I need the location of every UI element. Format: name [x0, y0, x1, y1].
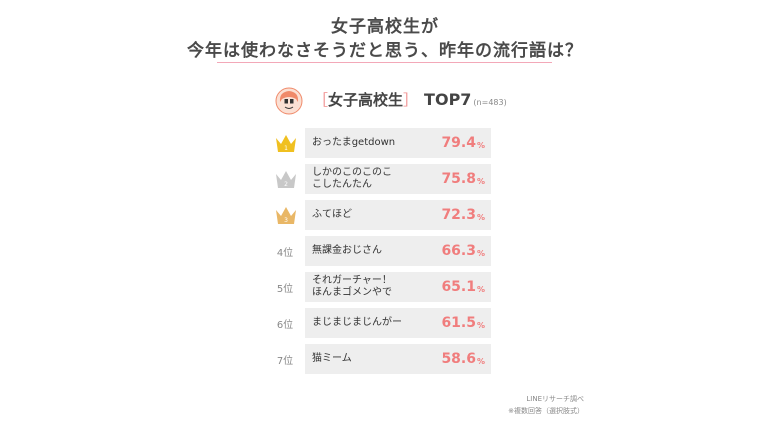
table-row: ふてほど 72.3% — [305, 200, 491, 230]
answer-note: ※複数回答（選択肢式） — [508, 407, 584, 415]
item-label-line: 無課金おじさん — [312, 245, 382, 256]
table-row: 猫ミーム 58.6% — [305, 344, 491, 374]
item-label-line: しかのこのこのこ — [312, 167, 392, 178]
item-label: しかのこのこのこ こしたんたん — [312, 164, 442, 194]
table-row: それガーチャー！ ほんまゴメンやで 65.1% — [305, 272, 491, 302]
title-divider — [217, 62, 552, 63]
value-unit: % — [476, 248, 485, 258]
avatar-icon — [275, 87, 303, 115]
sample-size: (n=483) — [473, 98, 507, 107]
value-number: 79.4 — [441, 135, 476, 151]
value-number: 75.8 — [441, 171, 476, 187]
top-label: TOP7 — [424, 90, 472, 109]
group-label: 女子高校生 — [328, 91, 404, 109]
item-label: 無課金おじさん — [312, 236, 442, 266]
ranking-subheader: ［女子高校生］ TOP7 (n=483) — [313, 89, 507, 110]
item-label: ふてほど — [312, 200, 442, 230]
rank-number: 3 — [284, 217, 288, 224]
value-unit: % — [476, 140, 485, 150]
item-label-line: それガーチャー！ — [312, 275, 392, 286]
item-label-line: ほんまゴメンやで — [312, 287, 392, 298]
rank-number: 6位 — [276, 320, 294, 331]
item-label-line: まじまじまじんがー — [312, 317, 402, 328]
item-label: 猫ミーム — [312, 344, 442, 374]
table-row: 無課金おじさん 66.3% — [305, 236, 491, 266]
source-note: LINEリサーチ調べ — [526, 395, 584, 403]
item-label-line: おったまgetdown — [312, 137, 396, 148]
item-value: 61.5% — [441, 308, 485, 338]
item-value: 72.3% — [441, 200, 485, 230]
value-number: 72.3 — [441, 207, 476, 223]
bracket-right: ］ — [403, 91, 419, 109]
bronze-crown-icon: 3 — [276, 207, 296, 224]
rank-number: 5位 — [276, 284, 294, 295]
value-number: 58.6 — [441, 351, 476, 367]
rank-number: 7位 — [276, 356, 294, 367]
value-unit: % — [476, 212, 485, 222]
item-label-line: ふてほど — [312, 209, 352, 220]
item-label: おったまgetdown — [312, 128, 442, 158]
item-value: 65.1% — [441, 272, 485, 302]
table-row: おったまgetdown 79.4% — [305, 128, 491, 158]
item-value: 75.8% — [441, 164, 485, 194]
rank-number: 1 — [284, 145, 288, 152]
silver-crown-icon: 2 — [276, 171, 296, 188]
page-title: 女子高校生が — [331, 17, 439, 37]
value-number: 61.5 — [441, 315, 476, 331]
value-unit: % — [476, 356, 485, 366]
gold-crown-icon: 1 — [276, 135, 296, 152]
bracket-left: ［ — [313, 91, 329, 109]
value-unit: % — [476, 320, 485, 330]
item-label: まじまじまじんがー — [312, 308, 442, 338]
rank-number: 4位 — [276, 248, 294, 259]
page-title-line2: 今年は使わなさそうだと思う、昨年の流行語は？ — [187, 41, 583, 61]
item-value: 58.6% — [441, 344, 485, 374]
value-unit: % — [476, 176, 485, 186]
value-number: 65.1 — [441, 279, 476, 295]
table-row: しかのこのこのこ こしたんたん 75.8% — [305, 164, 491, 194]
table-row: まじまじまじんがー 61.5% — [305, 308, 491, 338]
item-value: 66.3% — [441, 236, 485, 266]
rank-number: 2 — [284, 181, 288, 188]
item-label-line: こしたんたん — [312, 179, 372, 190]
item-label: それガーチャー！ ほんまゴメンやで — [312, 272, 442, 302]
item-label-line: 猫ミーム — [312, 353, 352, 364]
value-unit: % — [476, 284, 485, 294]
value-number: 66.3 — [441, 243, 476, 259]
item-value: 79.4% — [441, 128, 485, 158]
